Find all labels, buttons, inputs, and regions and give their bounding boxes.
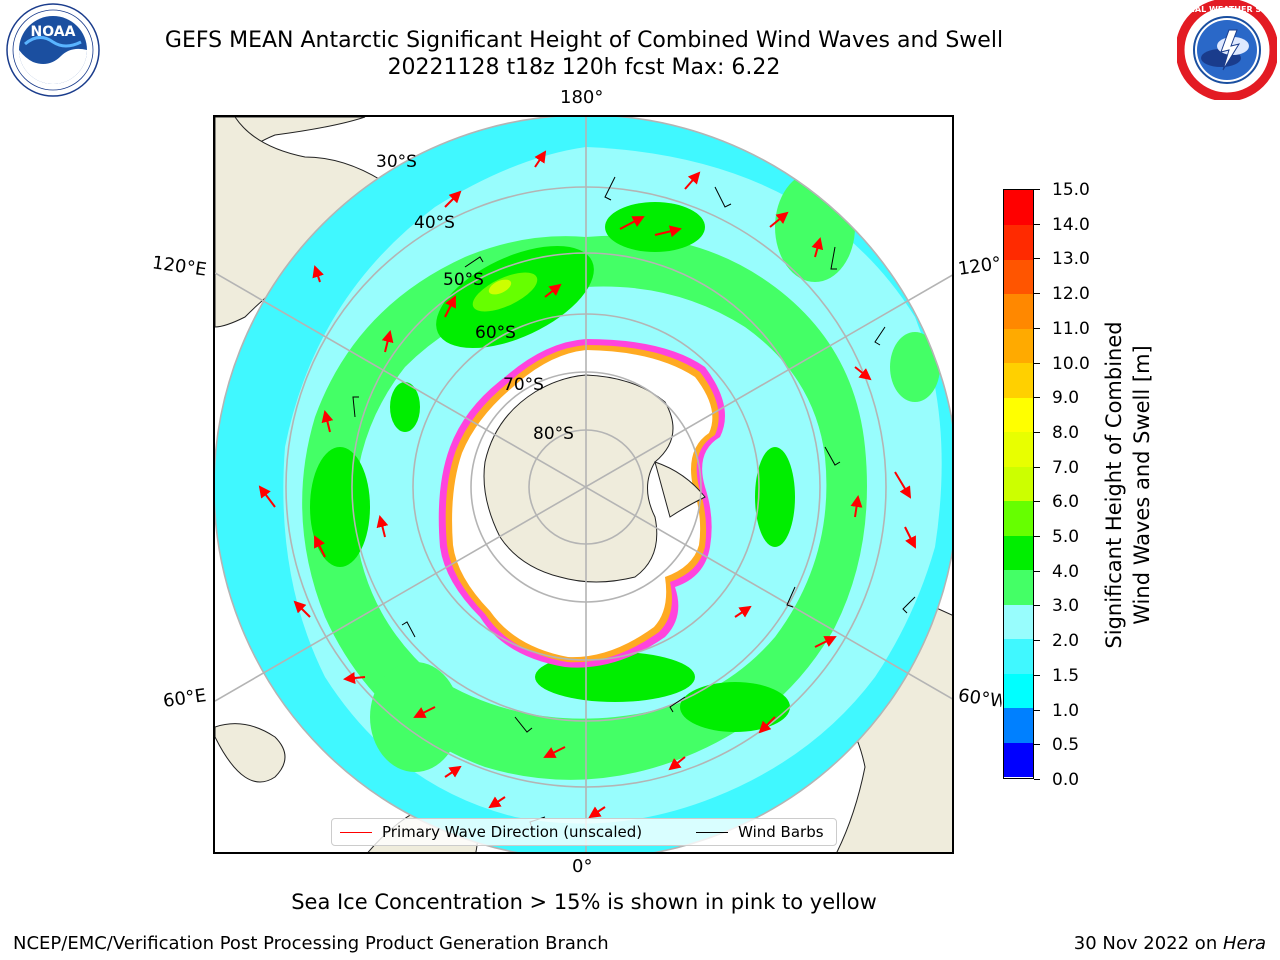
map-panel[interactable]	[213, 115, 954, 854]
colorbar-segment	[1004, 569, 1033, 605]
colorbar-tick-mark	[1034, 640, 1040, 642]
wave-height-map	[215, 117, 952, 852]
colorbar	[1003, 189, 1034, 779]
colorbar-tick-label: 0.5	[1052, 735, 1080, 756]
colorbar-tick-label: 3.0	[1052, 596, 1080, 617]
colorbar-tick-mark	[1034, 779, 1040, 780]
colorbar-tick-mark	[1034, 536, 1040, 538]
lat-label-30s: 30°S	[376, 152, 417, 172]
colorbar-tick-label: 15.0	[1052, 180, 1090, 200]
colorbar-segment	[1004, 673, 1033, 709]
colorbar-tick-mark	[1034, 501, 1040, 503]
colorbar-segment	[1004, 535, 1033, 571]
colorbar-tick-mark	[1034, 431, 1040, 433]
sea-ice-note-text: Sea Ice Concentration > 15% is shown in …	[291, 890, 877, 914]
legend-primary-wave: Primary Wave Direction (unscaled)	[332, 823, 642, 841]
colorbar-segment	[1004, 190, 1033, 226]
lon-label-60w: 60°W	[956, 685, 1004, 712]
colorbar-segment	[1004, 500, 1033, 536]
footer-branch: NCEP/EMC/Verification Post Processing Pr…	[13, 933, 609, 954]
colorbar-segment	[1004, 431, 1033, 467]
colorbar-tick-mark	[1034, 605, 1040, 607]
footer-date: 30 Nov 2022 on Hera	[1074, 933, 1266, 954]
colorbar-label-line1: Significant Height of Combined	[1102, 321, 1126, 649]
colorbar-tick-label: 6.0	[1052, 492, 1080, 513]
map-legend: Primary Wave Direction (unscaled) Wind B…	[331, 818, 837, 846]
legend-wind-barbs-label: Wind Barbs	[738, 823, 824, 841]
colorbar-tick-label: 0.0	[1052, 770, 1080, 790]
chart-subtitle: 20221128 t18z 120h fcst Max: 6.22	[387, 55, 781, 80]
lat-label-60s: 60°S	[475, 323, 516, 343]
colorbar-label: Significant Height of Combined Wind Wave…	[1100, 321, 1156, 648]
colorbar-segment	[1004, 259, 1033, 295]
colorbar-tick-label: 10.0	[1052, 353, 1090, 374]
colorbar-tick-mark	[1034, 223, 1040, 225]
lon-label-0: 0°	[572, 856, 593, 877]
footer-host: Hera	[1222, 933, 1266, 954]
lon-label-180: 180°	[560, 87, 604, 108]
lat-label-40s: 40°S	[414, 213, 455, 233]
colorbar-tick-label: 1.0	[1052, 700, 1080, 721]
colorbar-tick-mark	[1034, 397, 1040, 399]
colorbar-segment	[1004, 397, 1033, 433]
primary-wave-arrows	[258, 150, 916, 819]
colorbar-tick-mark	[1034, 362, 1040, 364]
colorbar-segment	[1004, 638, 1033, 674]
sea-ice-note: Sea Ice Concentration > 15% is shown in …	[0, 890, 1280, 914]
lon-label-120w: 120°W	[956, 253, 1002, 280]
colorbar-tick-label: 11.0	[1052, 318, 1090, 339]
colorbar-tick-mark	[1034, 674, 1040, 676]
footer-date-text: 30 Nov 2022 on	[1073, 933, 1223, 954]
colorbar-tick-mark	[1034, 744, 1040, 746]
lat-label-50s: 50°S	[443, 270, 484, 290]
noaa-logo-text: NOAA	[31, 24, 76, 40]
legend-black-line-swatch	[696, 831, 729, 833]
colorbar-tick-label: 5.0	[1052, 527, 1080, 548]
colorbar-tick-label: 2.0	[1052, 631, 1080, 652]
colorbar-tick-label: 13.0	[1052, 249, 1090, 270]
colorbar-segment	[1004, 362, 1033, 398]
national-weather-service-logo: NATIONAL WEATHER SERVICE	[1177, 0, 1277, 100]
lat-label-70s: 70°S	[503, 375, 544, 395]
legend-primary-wave-label: Primary Wave Direction (unscaled)	[382, 823, 643, 841]
colorbar-segment	[1004, 742, 1033, 778]
colorbar-segment	[1004, 466, 1033, 502]
chart-title: GEFS MEAN Antarctic Significant Height o…	[164, 28, 1004, 53]
colorbar-label-line2: Wind Waves and Swell [m]	[1130, 345, 1154, 625]
colorbar-tick-label: 8.0	[1052, 422, 1080, 443]
colorbar-tick-mark	[1034, 570, 1040, 572]
colorbar-tick-mark	[1034, 258, 1040, 260]
noaa-logo: NOAA	[6, 3, 100, 97]
colorbar-tick-mark	[1034, 709, 1040, 711]
lon-label-120e: 120°E	[150, 252, 208, 281]
colorbar-tick-label: 4.0	[1052, 561, 1080, 582]
legend-wind-barbs: Wind Barbs	[688, 823, 824, 841]
colorbar-tick-mark	[1034, 327, 1040, 329]
colorbar-tick-mark	[1034, 293, 1040, 295]
colorbar-tick-label: 9.0	[1052, 388, 1080, 409]
colorbar-segment	[1004, 224, 1033, 260]
colorbar-tick-label: 1.5	[1052, 665, 1080, 686]
colorbar-segment	[1004, 328, 1033, 364]
colorbar-segment	[1004, 707, 1033, 743]
colorbar-segment	[1004, 293, 1033, 329]
legend-red-line-swatch	[340, 831, 372, 833]
colorbar-tick-label: 7.0	[1052, 457, 1080, 478]
colorbar-tick-label: 14.0	[1052, 214, 1090, 235]
lon-label-60e: 60°E	[161, 685, 208, 712]
colorbar-segment	[1004, 604, 1033, 640]
colorbar-tick-mark	[1034, 189, 1040, 190]
wind-barbs	[352, 176, 916, 829]
lat-label-80s: 80°S	[533, 424, 574, 444]
graticule	[215, 117, 952, 852]
colorbar-tick-mark	[1034, 466, 1040, 468]
colorbar-tick-label: 12.0	[1052, 284, 1090, 305]
nws-ring-text: NATIONAL WEATHER SERVICE	[1177, 5, 1277, 14]
